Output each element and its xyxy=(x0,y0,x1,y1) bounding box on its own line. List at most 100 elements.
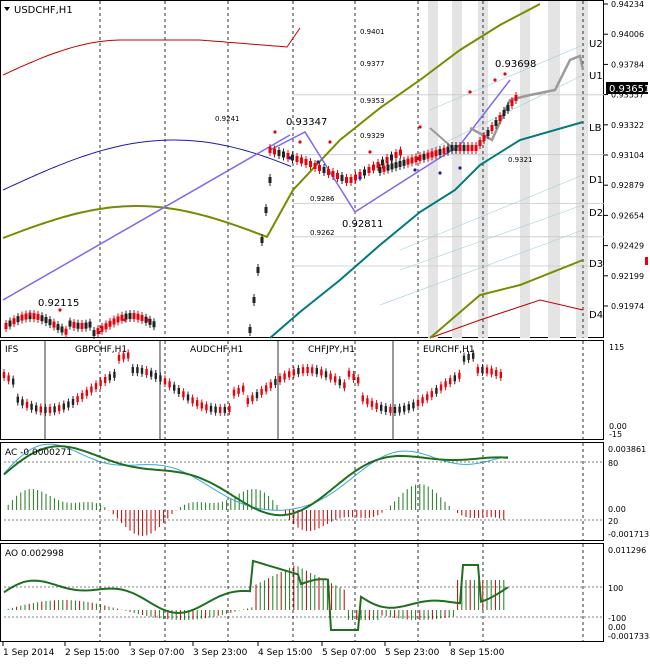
corr-candle-body xyxy=(352,374,355,381)
candle-body xyxy=(282,151,285,158)
candle-body xyxy=(248,327,252,333)
corr-candle-body xyxy=(39,406,42,413)
corr-candle-body xyxy=(462,355,466,362)
candle-body xyxy=(304,159,308,165)
ao-panel: 0.011296 0.00-0.001733 100 -100 xyxy=(3,546,649,641)
candle-body xyxy=(96,328,100,335)
ac-panel-label: AC -0.0000271 xyxy=(5,448,72,458)
projection-line xyxy=(469,54,585,142)
corr-candle-body xyxy=(288,371,291,378)
corr-candle-body xyxy=(278,376,282,383)
corr-candle-body xyxy=(380,404,383,411)
corr-candle-body xyxy=(343,382,346,389)
corr-candle-body xyxy=(2,372,6,378)
candle-body xyxy=(349,177,353,183)
pivot-label: U2 xyxy=(589,39,603,50)
candle-body xyxy=(498,115,502,121)
current-price-text: 0.93651 xyxy=(609,84,650,95)
corr-candle-body xyxy=(366,398,369,405)
corr-candle-body xyxy=(255,392,259,399)
fan-line xyxy=(399,204,584,271)
candle-body xyxy=(430,151,434,158)
price-tick-label: 0.93104 xyxy=(611,151,644,160)
candle-body xyxy=(410,157,414,164)
candle-body xyxy=(458,145,462,151)
corr-pair-label: AUDCHF,H1 xyxy=(190,345,243,355)
corr-candle-body xyxy=(393,406,397,413)
candle-body xyxy=(104,323,108,330)
pivot-label: D2 xyxy=(589,208,603,219)
candle-body xyxy=(478,140,482,146)
candle-body xyxy=(273,148,276,155)
candle-body xyxy=(454,145,458,151)
candle-body xyxy=(44,317,48,324)
candle-body xyxy=(378,167,382,173)
symbol-label: USDCHF,H1 xyxy=(14,5,73,16)
corr-candle-body xyxy=(99,379,102,386)
ao-panel-label: AO 0.002998 xyxy=(5,549,64,559)
corr-candle-body xyxy=(495,369,498,376)
current-price-tag: 0.93651 xyxy=(606,82,650,95)
candle-body xyxy=(148,318,152,325)
candle-body xyxy=(128,313,132,320)
candle-body xyxy=(52,321,56,328)
candle-body xyxy=(124,313,128,320)
corr-candle-body xyxy=(145,369,148,376)
swing-label: 0.93698 xyxy=(495,59,536,70)
candle-body xyxy=(56,324,60,331)
corr-panel-label: IFS xyxy=(5,345,19,355)
candle-body xyxy=(48,319,52,326)
corr-candle-body xyxy=(67,401,70,408)
candle-body xyxy=(318,165,321,171)
ac-axis-label: 0.00 xyxy=(608,505,626,514)
price-axis: 0.94234 0.94006 0.93784 0.93557 0.93322 0.931… xyxy=(604,0,644,311)
fractal-up-dot xyxy=(298,140,302,144)
corr-candle-body xyxy=(444,381,447,388)
candle-body xyxy=(394,152,398,158)
red-band-lower xyxy=(429,299,584,339)
corr-candle-body xyxy=(490,368,493,375)
corr-axis-label: 0.00 xyxy=(609,422,627,431)
candle-body xyxy=(322,167,326,173)
time-tick-label: 2 Sep 15:00 xyxy=(65,648,120,658)
annotation-label: 0.9329 xyxy=(360,132,385,140)
candle-body xyxy=(382,165,386,172)
ao-axis-label: 0.011296 xyxy=(608,546,646,555)
dropdown-arrow-icon[interactable] xyxy=(4,7,10,11)
corr-candle-body xyxy=(384,406,387,413)
candle-body xyxy=(466,145,470,151)
ao-main-line xyxy=(3,559,509,631)
olive-band-upper xyxy=(2,3,541,239)
candle-body xyxy=(36,313,40,320)
candle-body xyxy=(438,149,442,155)
corr-candle-body xyxy=(246,398,249,405)
corr-candle-body xyxy=(324,371,328,378)
candle-body xyxy=(20,314,24,321)
candle-body xyxy=(345,177,348,183)
candle-body xyxy=(120,314,124,321)
corr-candle-body xyxy=(182,391,185,398)
pivot-label: LB xyxy=(589,123,602,134)
ac-panel: 0.003861 0.00 -0.001713 80 20 xyxy=(3,443,649,539)
d3-marker xyxy=(645,257,648,265)
corr-candle-body xyxy=(168,381,171,388)
fractal-up-dot xyxy=(418,125,422,129)
corr-candle-body xyxy=(398,406,401,413)
corr-candle-body xyxy=(117,354,121,361)
fractal-down-dot xyxy=(316,160,320,164)
candle-body xyxy=(76,322,80,329)
corr-candle-body xyxy=(315,368,318,375)
corr-candle-body xyxy=(416,400,420,407)
candle-body xyxy=(446,146,450,153)
time-tick-label: 5 Sep 23:00 xyxy=(385,648,440,658)
corr-candle-body xyxy=(163,378,167,385)
corr-candle-body xyxy=(274,379,277,386)
candle-body xyxy=(331,171,335,177)
candle-body xyxy=(68,320,72,327)
corr-candle-body xyxy=(232,389,236,396)
symbol-header: USDCHF,H1 xyxy=(4,5,73,16)
corr-candle-body xyxy=(334,376,337,383)
zigzag-line xyxy=(269,79,511,214)
time-tick-label: 3 Sep 07:00 xyxy=(130,648,185,658)
